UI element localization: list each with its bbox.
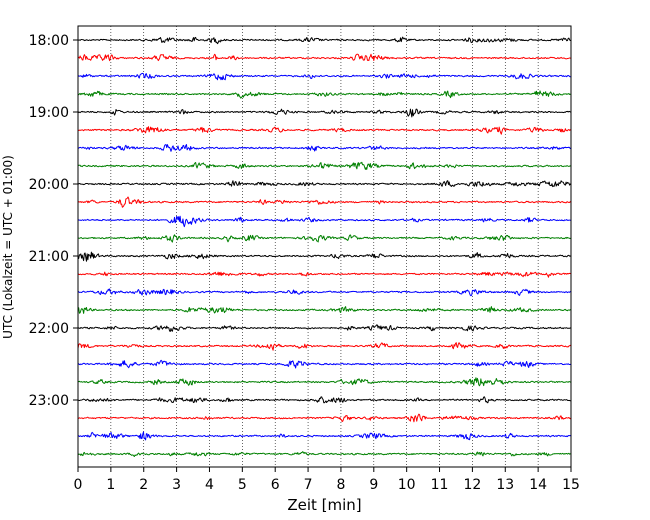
trace-4 [77, 108, 572, 118]
x-tick-label-13: 13 [496, 477, 514, 493]
y-tick-label-22:00: 22:00 [29, 321, 69, 337]
trace-17 [77, 342, 572, 351]
x-tick-label-11: 11 [431, 477, 449, 493]
trace-22 [77, 431, 572, 441]
trace-12 [77, 251, 572, 262]
trace-7 [77, 161, 572, 170]
trace-10 [77, 215, 572, 228]
y-axis-label: UTC (Lokalzeit = UTC + 01:00) [1, 155, 15, 339]
x-tick-label-5: 5 [238, 477, 247, 493]
x-tick-label-3: 3 [172, 477, 181, 493]
x-tick-label-12: 12 [463, 477, 481, 493]
y-axis-ticks: 18:00 19:00 20:00 21:00 22:00 23:00 [29, 33, 78, 409]
y-tick-label-18:00: 18:00 [29, 33, 69, 49]
x-tick-label-7: 7 [304, 477, 313, 493]
y-tick-label-19:00: 19:00 [29, 105, 69, 121]
trace-14 [77, 288, 572, 297]
trace-8 [77, 180, 572, 188]
trace-0 [77, 36, 572, 45]
x-tick-label-14: 14 [529, 477, 547, 493]
trace-13 [77, 271, 572, 278]
trace-1 [77, 53, 572, 62]
x-tick-label-6: 6 [271, 477, 280, 493]
trace-5 [77, 126, 572, 135]
x-tick-label-15: 15 [562, 477, 580, 493]
trace-19 [77, 377, 572, 387]
y-tick-label-21:00: 21:00 [29, 249, 69, 265]
x-axis-ticks: 0 1 2 3 4 5 6 7 8 9 10 11 12 13 14 15 [74, 467, 580, 493]
trace-15 [77, 306, 572, 314]
trace-16 [77, 324, 572, 332]
trace-18 [77, 359, 572, 369]
plot-frame [77, 25, 572, 468]
x-tick-label-2: 2 [139, 477, 148, 493]
x-tick-label-1: 1 [106, 477, 115, 493]
x-axis-label: Zeit [min] [287, 496, 361, 514]
y-tick-label-20:00: 20:00 [29, 177, 69, 193]
trace-21 [77, 413, 572, 423]
x-tick-label-4: 4 [205, 477, 214, 493]
x-tick-label-9: 9 [369, 477, 378, 493]
trace-6 [77, 144, 572, 152]
trace-23 [77, 451, 572, 457]
seismogram-traces [77, 36, 572, 457]
y-tick-label-23:00: 23:00 [29, 393, 69, 409]
x-tick-label-10: 10 [398, 477, 416, 493]
trace-9 [77, 196, 572, 208]
x-tick-label-0: 0 [74, 477, 83, 493]
trace-11 [77, 234, 572, 243]
trace-20 [77, 396, 572, 404]
trace-2 [77, 72, 572, 81]
trace-3 [77, 90, 572, 99]
x-tick-label-8: 8 [336, 477, 345, 493]
